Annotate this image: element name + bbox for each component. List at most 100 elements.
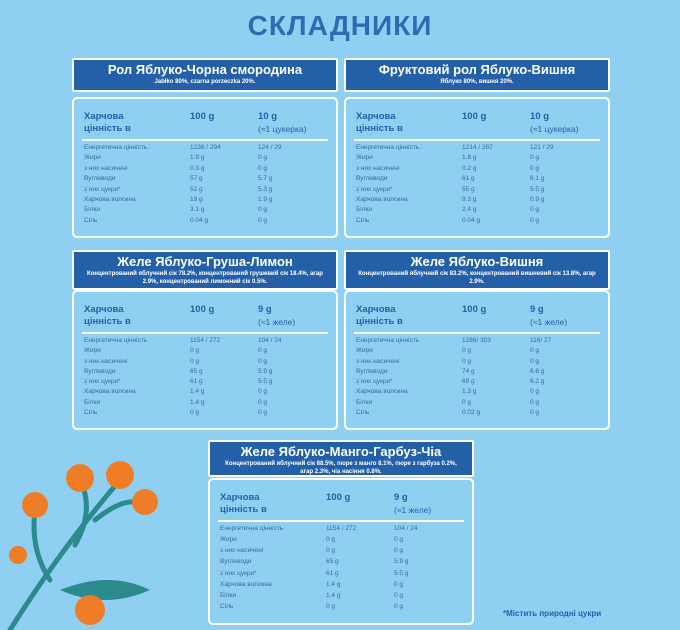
- table-header: 10 g: [258, 111, 278, 122]
- table-cell: 0 g: [190, 347, 200, 355]
- table-header: 100 g: [190, 304, 215, 315]
- panel-title: Желе Яблуко-Вишня: [410, 254, 544, 269]
- table-cell: з них насичені: [84, 164, 128, 172]
- table-header: (≈1 желе): [394, 505, 432, 515]
- table-cell: 0 g: [326, 547, 336, 555]
- table-header: 100 g: [462, 111, 487, 122]
- table-cell: Харчова волокна: [356, 388, 408, 396]
- table-cell: 1.4 g: [190, 398, 205, 406]
- table-header: 9 g: [530, 304, 544, 315]
- table-cell: 0.04 g: [190, 216, 209, 224]
- table-cell: Вуглеводи: [84, 175, 116, 183]
- table-cell: з них насичені: [84, 357, 128, 365]
- panel-title: Желе Яблуко-Груша-Лимон: [117, 254, 293, 269]
- table-cell: 0 g: [530, 347, 540, 355]
- page-title: СКЛАДНИКИ: [247, 10, 433, 41]
- table-header: Харчова цінність в: [84, 304, 131, 327]
- table-cell: 65 g: [326, 558, 339, 566]
- table-cell: 6.1 g: [530, 175, 545, 183]
- table-cell: 0 g: [530, 154, 540, 162]
- table-cell: 0 g: [326, 602, 336, 610]
- nutrition-table: Харчова цінність в 100 g 10 g (≈1 цукерка) Е…: [72, 97, 338, 238]
- table-cell: 0 g: [462, 398, 472, 406]
- table-cell: 104 / 24: [258, 337, 282, 344]
- table-cell: 1.9 g: [190, 154, 205, 162]
- table-cell: Білки: [356, 398, 372, 406]
- panel-header: Желе Яблуко-Вишня Концентрований яблучний…: [344, 250, 610, 290]
- nutrition-table: Харчова цінність в 100 g 9 g (≈1 желе) Енерг…: [72, 290, 338, 430]
- table-cell: 1214 / 287: [462, 144, 493, 151]
- table-cell: 0 g: [190, 357, 200, 365]
- panel-header: Желе Яблуко-Груша-Лимон Концентрований яб…: [72, 250, 338, 290]
- table-cell: 0 g: [462, 347, 472, 355]
- table-cell: 5.5 g: [258, 378, 273, 385]
- table-cell: 1286/ 303: [462, 337, 491, 344]
- table-cell: 0 g: [394, 536, 404, 544]
- table-cell: з них цукри*: [356, 378, 393, 385]
- panel-title: Рол Яблуко-Чорна смородина: [107, 62, 303, 77]
- panel-header: Желе Яблуко-Манго-Гарбуз-Чіа Концентрован…: [208, 440, 474, 477]
- table-cell: 61 g: [190, 378, 203, 385]
- table-cell: 61 g: [462, 175, 475, 183]
- table-header: Харчова цінність в: [220, 492, 267, 515]
- table-cell: Вуглеводи: [84, 367, 116, 375]
- table-cell: 0 g: [258, 164, 268, 172]
- table-header: 100 g: [326, 492, 351, 503]
- table-cell: 52 g: [190, 185, 203, 193]
- table-cell: Жири: [220, 536, 237, 544]
- panel-header: Фруктовий рол Яблуко-Вишня Яблуко 80%, ви…: [344, 58, 610, 92]
- table-cell: 9.3 g: [462, 195, 477, 203]
- panel-subtitle: Концентрований яблучний сік 83.2%, конце…: [358, 271, 596, 285]
- table-cell: 0 g: [530, 206, 540, 214]
- table-cell: 55 g: [462, 185, 475, 193]
- table-cell: 0 g: [530, 357, 540, 365]
- separator: [82, 332, 328, 334]
- table-header: 9 g: [394, 492, 408, 503]
- table-cell: 0 g: [190, 408, 200, 416]
- panel-subtitle: Яблуко 80%, вишня 20%.: [440, 79, 514, 85]
- table-header: (≈1 желе): [530, 317, 568, 327]
- table-cell: 5.5 g: [394, 569, 409, 577]
- table-cell: 1154 / 272: [190, 337, 221, 344]
- table-cell: з них цукри*: [84, 378, 121, 385]
- table-cell: з них цукри*: [84, 185, 121, 193]
- decoration: [7, 461, 158, 630]
- table-cell: 0.9 g: [530, 195, 545, 203]
- nutrition-table: Харчова цінність в 100 g 10 g (≈1 цукерка) Е…: [344, 97, 610, 238]
- table-header: 10 g: [530, 111, 550, 122]
- table-cell: з них цукри*: [356, 185, 393, 193]
- table-cell: 0.2 g: [462, 164, 477, 172]
- table-cell: 5.9 g: [394, 558, 409, 566]
- table-header: (≈1 цукерка): [258, 124, 307, 134]
- table-cell: 0 g: [326, 536, 336, 544]
- table-cell: 5.3 g: [258, 185, 273, 193]
- table-cell: Енергетична цінність: [84, 144, 148, 151]
- table-cell: 1.4 g: [326, 591, 341, 599]
- table-cell: 5.5 g: [530, 185, 545, 193]
- table-cell: 6.2 g: [530, 378, 545, 385]
- separator: [354, 332, 600, 334]
- table-cell: 124 / 29: [258, 144, 282, 151]
- table-cell: 0 g: [394, 580, 404, 588]
- table-cell: Сіль: [356, 216, 370, 224]
- panel-subtitle: Jabłko 80%, czarna porzeczka 20%.: [154, 79, 256, 85]
- panel-subtitle: Концентрований яблучний сік 78.2%, конце…: [87, 271, 323, 285]
- table-cell: 0 g: [258, 347, 268, 355]
- nutrition-table: Харчова цінність в 100 g 9 g (≈1 желе) Енерг…: [344, 290, 610, 430]
- separator: [82, 139, 328, 141]
- separator: [218, 520, 464, 522]
- table-cell: 61 g: [326, 569, 339, 577]
- table-cell: Вуглеводи: [356, 175, 388, 183]
- table-header: Харчова цінність в: [356, 304, 403, 327]
- table-cell: Жири: [84, 347, 101, 355]
- table-cell: 0 g: [530, 388, 540, 396]
- table-cell: Білки: [84, 206, 100, 214]
- table-cell: Енергетична цінність: [220, 525, 284, 532]
- table-cell: Сіль: [84, 408, 98, 416]
- table-cell: 121 / 29: [530, 144, 554, 151]
- panel-subtitle: Концентрований яблучний сік 88.5%, пюре …: [225, 461, 457, 475]
- table-cell: Харчова волокна: [84, 388, 136, 396]
- table-cell: 1.4 g: [190, 388, 205, 396]
- table-cell: з них цукри*: [220, 569, 257, 577]
